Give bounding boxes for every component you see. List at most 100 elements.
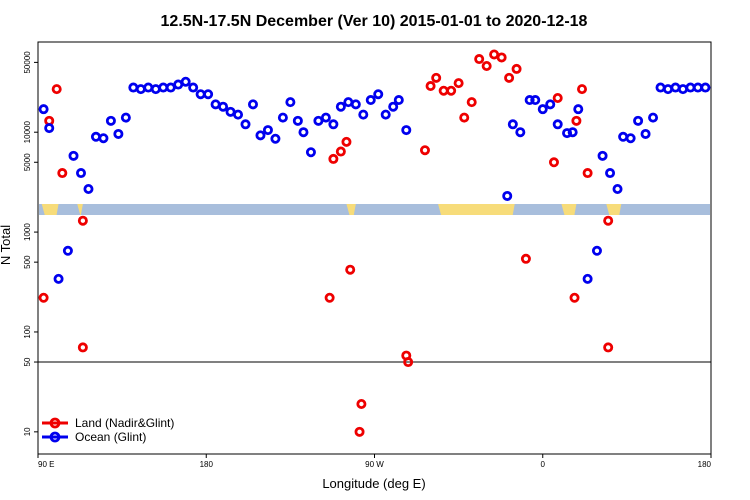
ocean-point [524,95,535,106]
ocean-point [670,82,681,93]
ocean-point [401,125,412,136]
ocean-point [38,104,49,115]
ocean-point [388,101,399,112]
ocean-point [552,119,563,130]
land-point [571,115,582,126]
ocean-point [218,101,229,112]
ocean-point [298,127,309,138]
ocean-point [373,89,384,100]
ocean-point [98,133,109,144]
land-point [446,85,457,96]
ocean-point [605,168,616,179]
ocean-point [567,127,578,138]
ocean-point [233,109,244,120]
land-point [504,72,515,83]
land-mass [77,204,83,215]
land-point [496,52,507,63]
ocean-point [612,183,623,194]
y-axis-label: N Total [0,225,13,265]
land-point [354,426,365,437]
legend: Land (Nadir&Glint) Ocean (Glint) [42,416,174,444]
data-points [38,49,711,437]
ocean-point [700,82,711,93]
ocean-point [150,84,161,95]
land-point [569,292,580,303]
land-ocean-band [39,204,710,215]
land-point [582,168,593,179]
x-axis: 90 E 180 90 W 0 180 [37,454,712,469]
land-point [341,136,352,147]
y-tick-label: 500 [23,255,32,269]
y-axis: 10 50 100 500 1000 5000 10000 50000 [23,51,38,436]
ocean-point [618,131,629,142]
ocean-point [203,89,214,100]
ocean-point [240,119,251,130]
ocean-point [180,76,191,87]
ocean-point [537,104,548,115]
ocean-point [313,115,324,126]
ocean-point [625,133,636,144]
land-point [520,253,531,264]
ocean-point [591,245,602,256]
y-tick-label: 100 [23,325,32,339]
land-point [51,84,62,95]
ocean-point [113,128,124,139]
y-tick-label: 5000 [23,153,32,171]
legend-land-label: Land (Nadir&Glint) [75,416,174,430]
ocean-point [530,95,541,106]
ocean-point [292,115,303,126]
land-point [425,81,436,92]
land-point [459,112,470,123]
land-point [328,153,339,164]
ocean-point [320,112,331,123]
ocean-point [83,183,94,194]
ocean-point [358,109,369,120]
y-tick-label: 50000 [23,51,32,74]
plot-area-frame [37,41,712,455]
land-point [38,292,49,303]
y-tick-label: 10 [23,427,32,436]
land-point [466,97,477,108]
ocean-point [44,123,55,134]
land-mass [41,204,59,215]
ocean-point [143,82,154,93]
legend-ocean-marker [49,431,61,443]
ocean-point [270,133,281,144]
land-point [431,72,442,83]
ocean-point [350,99,361,110]
ocean-point [305,147,316,158]
ocean-point [562,128,573,139]
land-point [324,292,335,303]
ocean-point [502,190,513,201]
ocean-point [663,84,674,95]
land-point [577,84,588,95]
ocean-point [633,115,644,126]
ocean-point [655,82,666,93]
ocean-point [262,125,273,136]
series-land [38,49,614,437]
land-point [481,61,492,72]
ocean-point [255,130,266,141]
land-point [335,146,346,157]
ocean-point [545,99,556,110]
ocean-point [128,82,139,93]
ocean-point [515,127,526,138]
legend-land-marker [49,417,61,429]
x-tick-label: 180 [698,460,712,469]
ocean-point [68,150,79,161]
land-point [511,63,522,74]
ocean-point [247,99,258,110]
land-point [603,342,614,353]
y-tick-label: 50 [23,357,32,366]
series-ocean [38,76,711,284]
ocean-point [328,119,339,130]
y-tick-label: 1000 [23,223,32,241]
x-axis-label: Longitude (deg E) [322,476,425,491]
ocean-point [582,273,593,284]
land-point [77,215,88,226]
land-point [552,92,563,103]
ocean-point [393,95,404,106]
ocean-point [75,168,86,179]
ocean-point [597,150,608,161]
